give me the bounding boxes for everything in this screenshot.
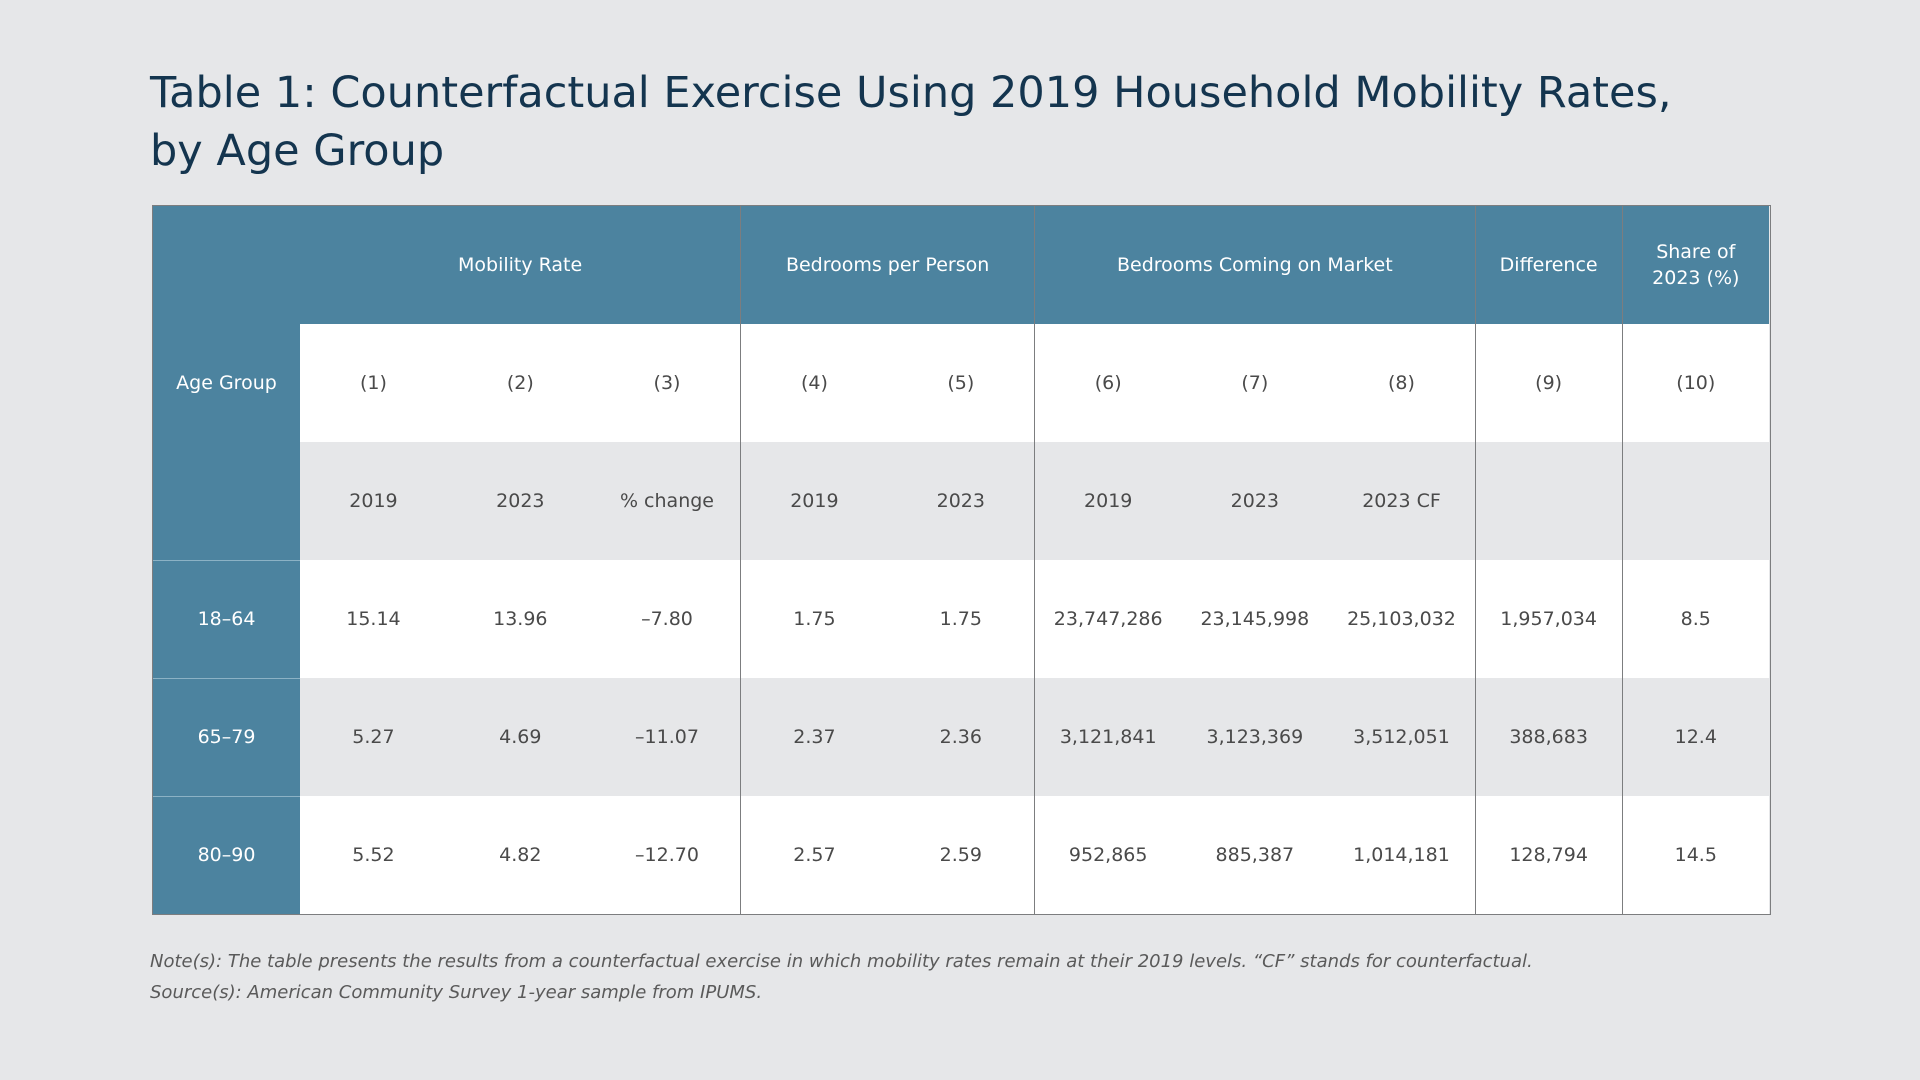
column-number: (2) <box>446 324 594 442</box>
column-number: (5) <box>887 324 1035 442</box>
column-number: (10) <box>1621 324 1769 442</box>
share-header-line-2: 2023 (%) <box>1652 267 1740 289</box>
table-row: 80–90 5.52 4.82 –12.70 2.57 2.59 952,865… <box>153 795 1769 914</box>
table-cell: 23,145,998 <box>1181 560 1329 678</box>
column-year: 2023 <box>446 442 594 560</box>
column-number: (4) <box>740 324 888 442</box>
table-cell: 1,957,034 <box>1474 560 1623 678</box>
table-cell: 4.82 <box>446 796 594 914</box>
column-number: (1) <box>300 324 447 442</box>
column-year: 2019 <box>1034 442 1182 560</box>
table-row: 65–79 5.27 4.69 –11.07 2.37 2.36 3,121,8… <box>153 677 1769 796</box>
column-number: (9) <box>1474 324 1623 442</box>
column-number: (8) <box>1328 324 1476 442</box>
title-line-1: Table 1: Counterfactual Exercise Using 2… <box>150 68 1672 118</box>
table-cell: 15.14 <box>300 560 447 678</box>
table-cell: 25,103,032 <box>1328 560 1476 678</box>
column-year: 2023 <box>1181 442 1329 560</box>
age-group-cell: 80–90 <box>153 795 300 914</box>
table-cell: 5.27 <box>300 678 447 796</box>
results-table-frame: Age Group Mobility Rate Bedrooms per Per… <box>152 205 1771 915</box>
table-cell: 2.37 <box>740 678 888 796</box>
source-text: Source(s): American Community Survey 1-y… <box>150 982 763 1003</box>
table-cell: 2.57 <box>740 796 888 914</box>
group-header-difference: Difference <box>1474 206 1623 324</box>
table-cell: 8.5 <box>1621 560 1769 678</box>
table-cell: 3,512,051 <box>1328 678 1476 796</box>
table-cell: 14.5 <box>1621 796 1769 914</box>
age-group-header: Age Group <box>153 206 300 560</box>
column-number: (3) <box>593 324 741 442</box>
group-header-bedrooms-coming-on-market: Bedrooms Coming on Market <box>1034 206 1476 324</box>
table-cell: 885,387 <box>1181 796 1329 914</box>
column-number: (7) <box>1181 324 1329 442</box>
title-line-2: by Age Group <box>150 126 445 176</box>
column-year: 2023 CF <box>1328 442 1476 560</box>
table-cell: 4.69 <box>446 678 594 796</box>
table-cell: 3,121,841 <box>1034 678 1182 796</box>
table-cell: 1,014,181 <box>1328 796 1476 914</box>
column-year-row: 2019 2023 % change 2019 2023 2019 2023 2… <box>153 442 1769 560</box>
results-table: Age Group Mobility Rate Bedrooms per Per… <box>153 206 1769 914</box>
note-text: Note(s): The table presents the results … <box>150 951 1533 972</box>
group-header-row: Age Group Mobility Rate Bedrooms per Per… <box>153 206 1769 560</box>
table-cell: 12.4 <box>1621 678 1769 796</box>
column-year: 2023 <box>887 442 1035 560</box>
table-cell: 128,794 <box>1474 796 1623 914</box>
column-year <box>1621 442 1769 560</box>
column-year: 2019 <box>740 442 888 560</box>
table-row: 18–64 15.14 13.96 –7.80 1.75 1.75 23,747… <box>153 559 1769 678</box>
table-cell: 1.75 <box>740 560 888 678</box>
table-notes: Note(s): The table presents the results … <box>150 946 1770 1008</box>
table-cell: 388,683 <box>1474 678 1623 796</box>
table-cell: 1.75 <box>887 560 1035 678</box>
column-year: 2019 <box>300 442 447 560</box>
share-header-line-1: Share of <box>1656 241 1736 263</box>
column-number: (6) <box>1034 324 1182 442</box>
age-group-cell: 18–64 <box>153 559 300 678</box>
column-year <box>1474 442 1623 560</box>
group-header-share: Share of 2023 (%) <box>1621 206 1769 324</box>
table-cell: 5.52 <box>300 796 447 914</box>
table-cell: 3,123,369 <box>1181 678 1329 796</box>
table-cell: 13.96 <box>446 560 594 678</box>
table-cell: 952,865 <box>1034 796 1182 914</box>
group-header-bedrooms-per-person: Bedrooms per Person <box>740 206 1035 324</box>
column-number-row: (1) (2) (3) (4) (5) (6) (7) (8) (9) (10) <box>153 324 1769 442</box>
column-year: % change <box>593 442 741 560</box>
group-header-mobility-rate: Mobility Rate <box>300 206 741 324</box>
table-cell: 23,747,286 <box>1034 560 1182 678</box>
age-group-cell: 65–79 <box>153 677 300 796</box>
table-cell: –7.80 <box>593 560 741 678</box>
table-cell: –11.07 <box>593 678 741 796</box>
table-cell: 2.36 <box>887 678 1035 796</box>
table-cell: –12.70 <box>593 796 741 914</box>
table-cell: 2.59 <box>887 796 1035 914</box>
table-title: Table 1: Counterfactual Exercise Using 2… <box>150 64 1750 180</box>
